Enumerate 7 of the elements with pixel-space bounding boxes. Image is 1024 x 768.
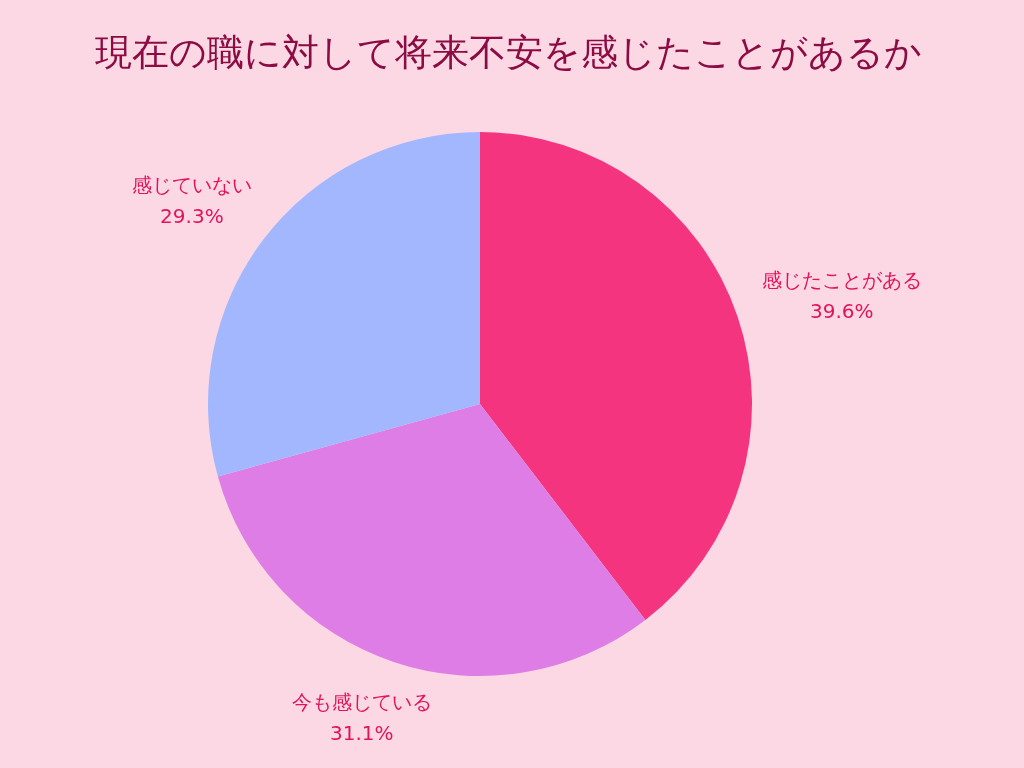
data-label: 31.1% — [329, 721, 394, 746]
data-label: 39.6% — [810, 298, 874, 323]
chart-title: 現在の職に対して将来不安を感じたことがあるか — [93, 30, 923, 76]
slice-label: 感じていない — [131, 173, 252, 198]
slice-label: 今も感じている — [291, 690, 432, 715]
data-label: 29.3% — [160, 204, 224, 229]
slice-label: 感じたことがある — [761, 267, 922, 292]
